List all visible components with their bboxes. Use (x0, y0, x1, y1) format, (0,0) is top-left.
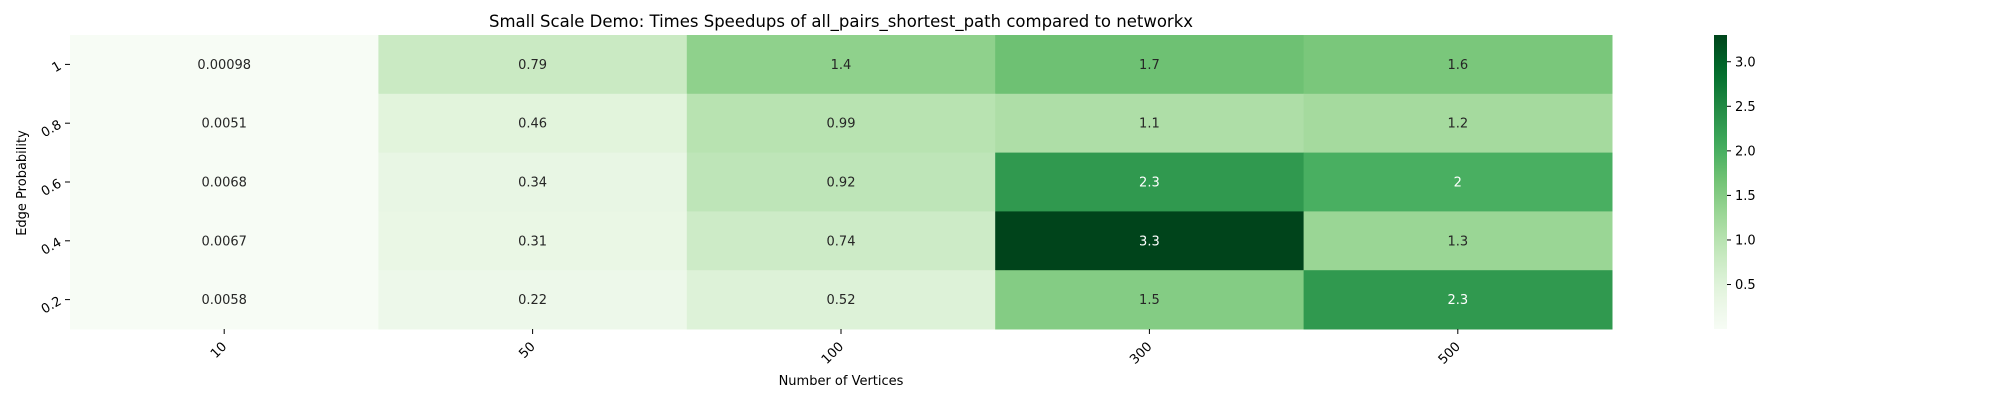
cell-value-label: 0.00098 (197, 58, 251, 73)
chart-title: Small Scale Demo: Times Speedups of all_… (489, 12, 1193, 32)
cell-value-label: 0.22 (518, 293, 547, 308)
colorbar-tick-label: 2.0 (1735, 144, 1756, 159)
heatmap-cell (686, 270, 996, 330)
cell-value-label: 0.74 (827, 234, 856, 249)
cell-value-label: 0.79 (518, 58, 547, 73)
colorbar-tick-label: 1.0 (1735, 234, 1756, 249)
heatmap-cell (686, 35, 996, 95)
cell-value-label: 0.52 (827, 293, 856, 308)
y-axis: 1 0.8 0.6 0.4 0.2 (39, 59, 70, 317)
x-tick-label: 100 (819, 339, 847, 367)
heatmap-cell (995, 211, 1305, 271)
y-tick-label: 0.4 (39, 235, 64, 258)
cell-value-label: 0.46 (518, 117, 547, 132)
heatmap-cell (378, 35, 688, 95)
heatmap-cell (70, 93, 379, 154)
cell-value-label: 1.4 (831, 58, 852, 73)
x-axis-label: Number of Vertices (779, 374, 904, 389)
heatmap-cell (1303, 93, 1613, 154)
heatmap-cell (995, 152, 1305, 212)
y-tick-label: 1 (50, 59, 65, 76)
heatmap-cell (70, 35, 379, 95)
cell-value-label: 0.0068 (201, 176, 247, 191)
cell-value-label: 0.34 (518, 176, 547, 191)
x-tick-label: 10 (208, 339, 230, 361)
colorbar-tick-label: 1.5 (1735, 189, 1756, 204)
x-tick-label: 500 (1436, 339, 1464, 367)
heatmap-cell (378, 211, 688, 271)
heatmap-cell (70, 211, 379, 271)
heatmap-cell (70, 152, 379, 212)
colorbar-tick-label: 0.5 (1735, 278, 1756, 293)
y-tick-label: 0.8 (39, 118, 64, 141)
y-tick-label: 0.6 (39, 176, 64, 199)
heatmap-cell (378, 270, 688, 330)
cell-value-label: 1.5 (1139, 293, 1160, 308)
colorbar-ticks: 0.5 1.0 1.5 2.0 2.5 3.0 (1727, 55, 1756, 293)
heatmap-cells (70, 35, 1613, 330)
heatmap-cell (1303, 211, 1613, 271)
heatmap-cell (378, 152, 688, 212)
x-tick-label: 300 (1127, 339, 1155, 367)
heatmap-cell (995, 93, 1305, 154)
cell-value-label: 0.0058 (201, 293, 247, 308)
heatmap-cell (995, 270, 1305, 330)
heatmap-cell (378, 93, 688, 154)
heatmap-cell (1303, 35, 1613, 95)
heatmap-cell (686, 152, 996, 212)
x-tick-label: 50 (516, 339, 538, 361)
colorbar-tick-label: 3.0 (1735, 55, 1756, 70)
cell-value-label: 1.7 (1139, 58, 1160, 73)
cell-value-label: 0.92 (827, 176, 856, 191)
cell-value-label: 2 (1454, 176, 1462, 191)
x-axis: 10 50 100 300 500 (208, 329, 1464, 368)
cell-value-label: 2.3 (1447, 293, 1468, 308)
cell-value-label: 0.0067 (201, 234, 247, 249)
heatmap-cell (1303, 152, 1613, 212)
cell-value-label: 0.0051 (201, 117, 247, 132)
cell-value-label: 1.6 (1447, 58, 1468, 73)
heatmap-cell (1303, 270, 1613, 330)
heatmap-cell (686, 211, 996, 271)
cell-value-label: 1.1 (1139, 117, 1160, 132)
cell-value-label: 0.31 (518, 234, 547, 249)
heatmap-cell (995, 35, 1305, 95)
cell-value-label: 2.3 (1139, 176, 1160, 191)
colorbar-tick-label: 2.5 (1735, 100, 1756, 115)
heatmap-cell (686, 93, 996, 154)
colorbar (1714, 35, 1727, 329)
cell-value-label: 1.2 (1447, 117, 1468, 132)
y-tick-label: 0.2 (39, 294, 64, 317)
cell-value-label: 0.99 (827, 117, 856, 132)
cell-value-label: 1.3 (1447, 234, 1468, 249)
heatmap-cell-labels: 0.00098 0.79 1.4 1.7 1.6 0.0051 0.46 0.99 1.1 1.2… (197, 58, 1468, 308)
heatmap-cell (70, 270, 379, 330)
y-axis-label: Edge Probability (15, 130, 30, 236)
cell-value-label: 3.3 (1139, 234, 1160, 249)
